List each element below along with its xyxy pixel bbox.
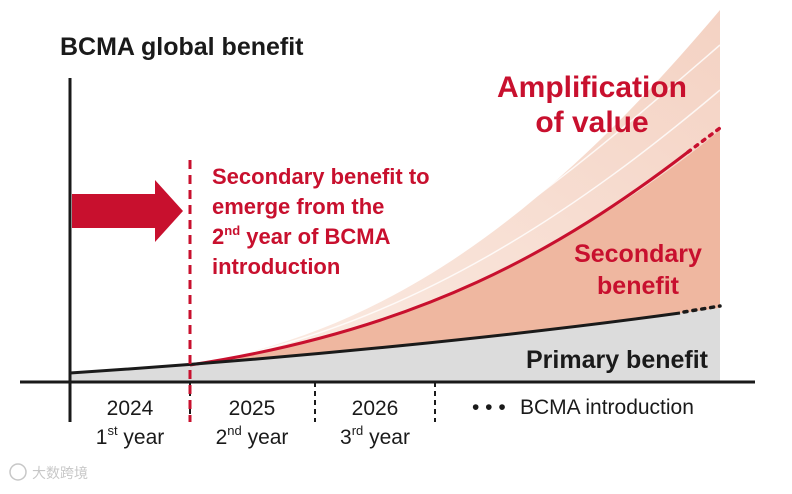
primary-curve [69,311,681,375]
x-axis-labels: 2024 1st year 2025 2nd year 2026 3rd yea… [96,396,694,449]
ordinal-number: 3 [340,426,352,449]
amplification-label-line-1: Amplification [497,71,687,104]
ordinal-suffix: rd [352,423,364,438]
secondary-curve [189,150,689,367]
annotation-line-1: Secondary benefit to [212,164,430,189]
annotation-ordinal-number: 2 [212,224,224,249]
ordinal-suffix: st [107,423,118,438]
amplification-label-line-2: of value [535,106,648,139]
annotation-line-2: emerge from the [212,194,384,219]
annotation-ordinal-suffix: nd [224,223,240,238]
x-label-year: 2024 [107,397,154,420]
primary-label: Primary benefit [526,346,709,374]
ordinal-number: 2 [216,426,228,449]
watermark-logo-icon [9,463,27,481]
annotation-line-3: 2nd year of BCMA [212,223,391,249]
legend-dots: • • • [472,396,506,419]
ordinal-word: year [363,426,410,449]
page-title: BCMA global benefit [60,33,304,61]
x-label-ordinal: 1st year [96,423,165,449]
secondary-label-line-1: Secondary [574,240,702,268]
amplification-stripe [189,89,721,366]
arrow-icon [72,180,183,242]
watermark: 大数跨境 [9,463,88,482]
ordinal-suffix: nd [227,423,241,438]
annotation-text: Secondary benefit to emerge from the [212,164,436,219]
x-label-year: 2026 [352,397,399,420]
x-label-ordinal: 3rd year [340,423,410,449]
amplification-band [190,10,720,365]
amplification-stripe [189,44,721,366]
annotation-line-3-rest: year of BCMA [240,224,390,249]
primary-curve-dotted [682,304,722,314]
annotation-line-4: introduction [212,254,340,279]
secondary-band [190,130,720,365]
x-label-year: 2025 [229,397,276,420]
ordinal-word: year [118,426,165,449]
secondary-curve-dotted [686,126,722,154]
watermark-text: 大数跨境 [32,466,88,482]
secondary-label-line-2: benefit [597,272,680,300]
legend-text: BCMA introduction [520,396,694,419]
x-label-ordinal: 2nd year [216,423,289,449]
ordinal-word: year [242,426,289,449]
primary-band [70,308,720,382]
ordinal-number: 1 [96,426,108,449]
